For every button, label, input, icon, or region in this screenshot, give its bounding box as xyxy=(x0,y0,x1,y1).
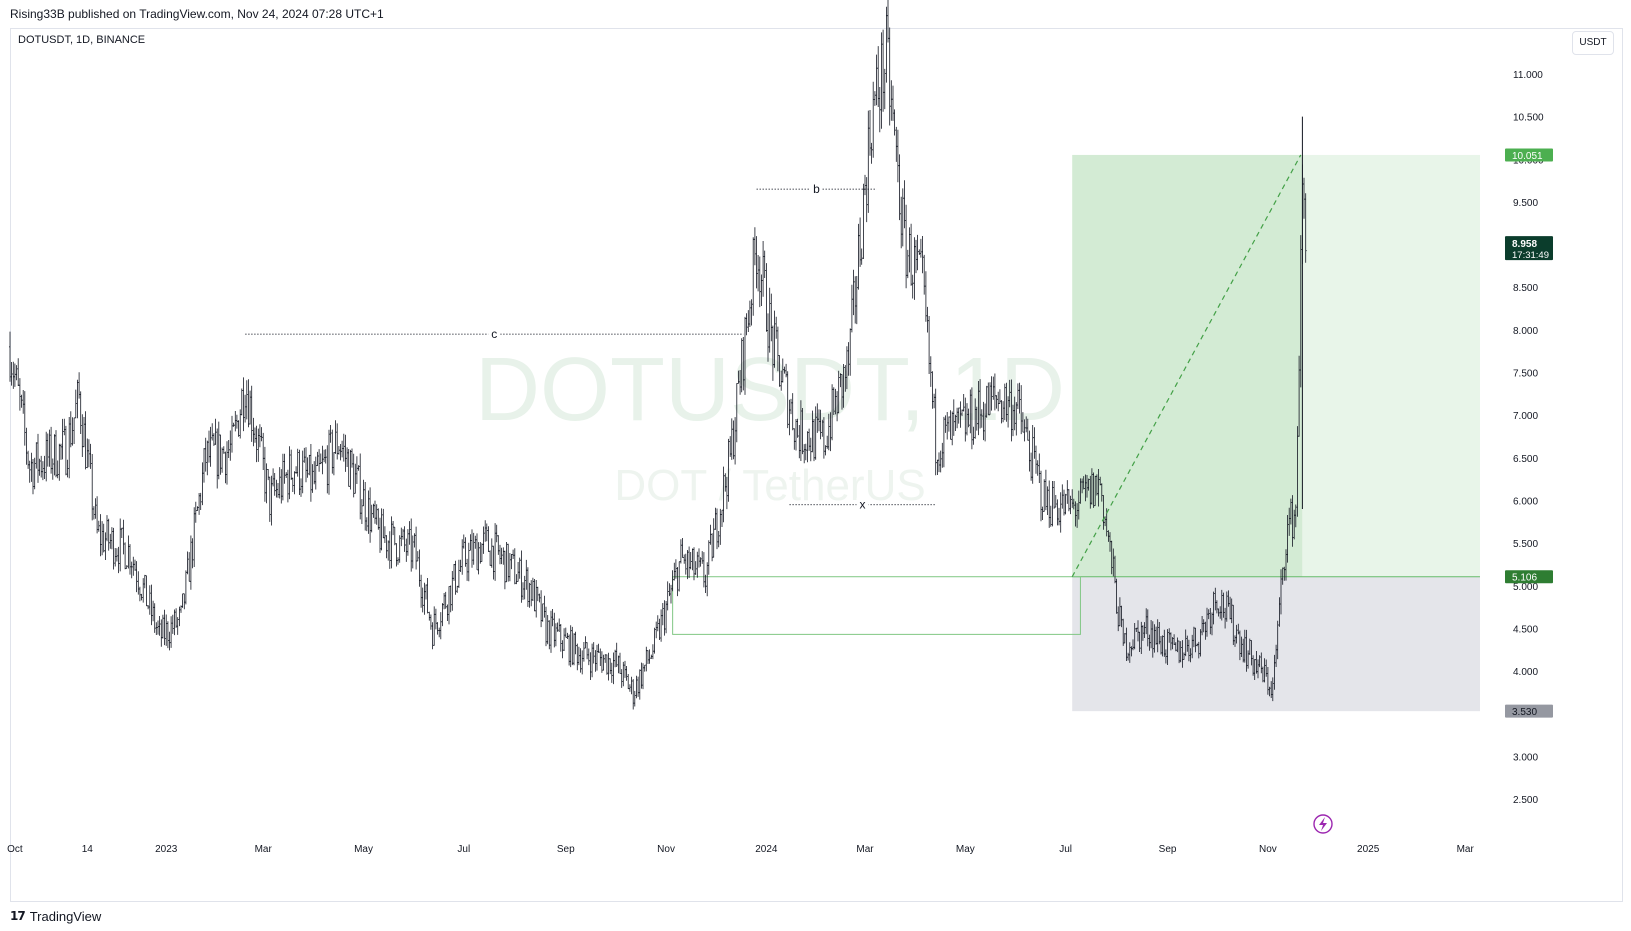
price-tick-label: 10.500 xyxy=(1513,113,1544,124)
swing-level-label: x xyxy=(860,498,866,512)
price-tick-label: 6.000 xyxy=(1513,496,1538,507)
price-tick-label: 8.500 xyxy=(1513,283,1538,294)
time-tick-label: Mar xyxy=(255,844,273,855)
time-tick-label: Sep xyxy=(1159,844,1177,855)
time-tick-label: Mar xyxy=(1457,844,1475,855)
profit-zone-projected xyxy=(1302,154,1480,577)
time-tick-label: 2025 xyxy=(1357,844,1380,855)
green-range-box[interactable] xyxy=(672,576,1081,635)
swing-level-label: c xyxy=(491,327,497,341)
price-tick-label: 9.500 xyxy=(1513,198,1538,209)
ohlc-bars xyxy=(9,0,1307,710)
last-price-label-countdown: 17:31:49 xyxy=(1512,250,1549,261)
time-tick-label: 2024 xyxy=(755,844,778,855)
stop-price-label: 3.530 xyxy=(1512,707,1537,718)
symbol-label: DOTUSDT, 1D, BINANCE xyxy=(18,34,146,46)
price-tick-label: 2.500 xyxy=(1513,795,1538,806)
green-range-rect xyxy=(672,576,1081,635)
time-tick-label: 14 xyxy=(82,844,94,855)
last-price-label: 8.958 xyxy=(1512,239,1537,250)
price-tick-label: 4.000 xyxy=(1513,667,1538,678)
price-tick-label: 4.500 xyxy=(1513,624,1538,635)
price-tick-label: 3.000 xyxy=(1513,752,1538,763)
ohlc-bar-series xyxy=(9,0,1307,710)
lightning-icon[interactable] xyxy=(1313,814,1333,834)
entry-price-label: 5.106 xyxy=(1512,573,1537,584)
footer-brand: 17 TradingView xyxy=(10,906,101,926)
time-tick-label: Nov xyxy=(657,844,675,855)
profit-zone-filled xyxy=(1072,154,1303,577)
price-tick-label: 5.500 xyxy=(1513,539,1538,550)
published-header: Rising33B published on TradingView.com, … xyxy=(0,0,1631,28)
entry-price-label-bg xyxy=(1505,570,1553,584)
last-price-label-bg xyxy=(1505,236,1553,261)
swing-level-label-bg xyxy=(810,182,823,196)
target-price-label: 10.051 xyxy=(1512,151,1543,162)
time-tick-label: Sep xyxy=(557,844,575,855)
time-tick-label: Oct xyxy=(7,844,23,855)
price-tick-label: 11.000 xyxy=(1513,70,1543,81)
swing-level-label-bg xyxy=(488,327,501,341)
price-tick-label: 8.000 xyxy=(1513,326,1538,337)
target-price-label-bg xyxy=(1505,148,1553,162)
swing-level-label-bg xyxy=(856,497,869,511)
stop-price-label-bg xyxy=(1505,704,1553,718)
swing-level-label: b xyxy=(813,182,820,196)
brand-name: TradingView xyxy=(29,908,102,924)
price-tick-label: 7.500 xyxy=(1513,369,1538,380)
time-axis[interactable]: Oct 14 2023 Mar May Jul Sep Nov 2024 Mar May Jul Sep… xyxy=(7,844,1474,855)
published-text: Rising33B published on TradingView.com, … xyxy=(10,7,384,21)
price-tick-label: 7.000 xyxy=(1513,411,1538,422)
trend-line-dashed xyxy=(1071,154,1302,578)
time-tick-label: Nov xyxy=(1259,844,1277,855)
price-tick-label: 6.500 xyxy=(1513,454,1538,465)
stop-zone xyxy=(1072,576,1480,712)
trend-line[interactable] xyxy=(1071,154,1302,578)
tradingview-logo-icon: 17 xyxy=(10,909,26,923)
time-tick-label: Jul xyxy=(457,844,470,855)
chart-frame xyxy=(10,28,1623,902)
currency-selector[interactable]: USDT xyxy=(1572,31,1614,55)
time-tick-label: Jul xyxy=(1059,844,1072,855)
time-tick-label: May xyxy=(354,844,373,855)
swing-levels[interactable]: c b x xyxy=(245,182,936,512)
time-tick-label: May xyxy=(956,844,975,855)
time-tick-label: Mar xyxy=(856,844,874,855)
time-tick-label: 2023 xyxy=(155,844,178,855)
long-position-zones[interactable] xyxy=(1072,154,1480,712)
price-axis[interactable]: 2.5003.0003.5004.0004.5005.0005.5006.000… xyxy=(1513,70,1544,806)
watermark-sub: DOT / TetherUS xyxy=(614,461,925,510)
price-tick-label: 5.000 xyxy=(1513,582,1538,593)
